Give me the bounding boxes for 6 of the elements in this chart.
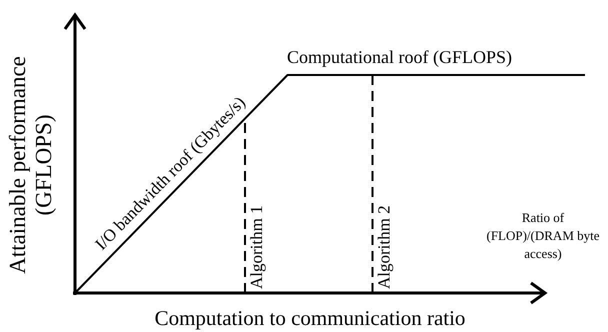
annotation: Algorithm 1 [247, 205, 266, 289]
text: Computational roof (GFLOPS) [287, 47, 512, 67]
annotation: Ratio of (FLOP)/(DRAM byte access) [486, 210, 600, 261]
y-axis-title: Attainable performance (GFLOPS) [5, 56, 56, 274]
x-axis-title: Computation to communication ratio [154, 306, 466, 330]
annotation: Algorithm 2 [374, 205, 394, 289]
